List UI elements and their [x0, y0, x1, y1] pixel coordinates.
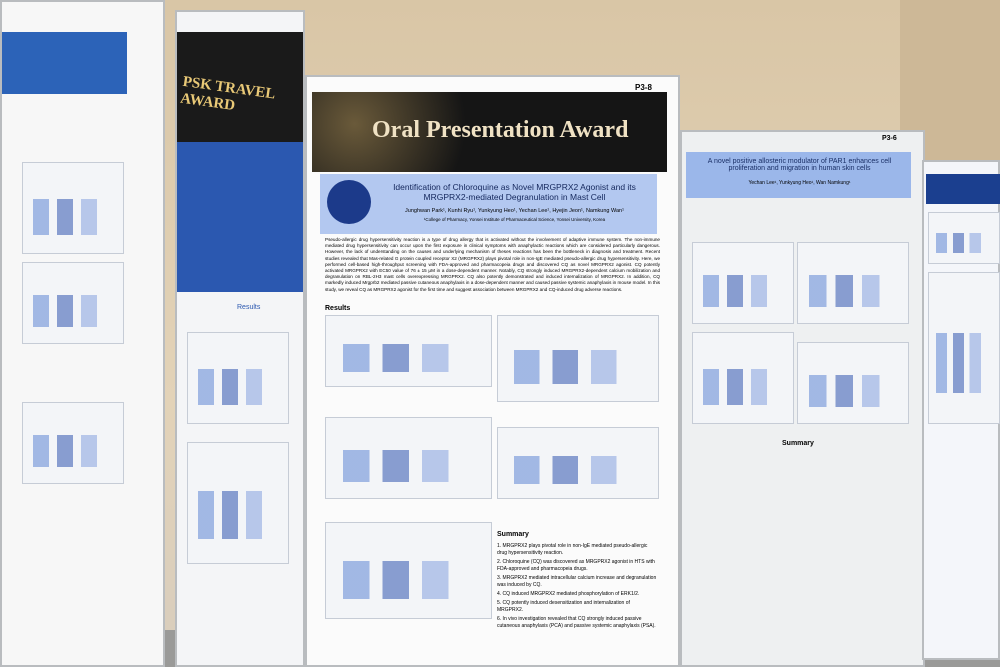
board-label: P3-6 — [882, 135, 897, 142]
figure — [692, 332, 794, 424]
figure — [325, 417, 492, 499]
poster-affiliation: ¹College of Pharmacy, Yonsei Institute o… — [423, 217, 606, 222]
title-box — [177, 142, 303, 292]
summary-heading: Summary — [782, 440, 814, 447]
figure — [22, 262, 124, 344]
center-poster: P3-8 Oral Presentation Award Identificat… — [305, 75, 680, 667]
poster-title: A novel positive allosteric modulator of… — [707, 158, 892, 172]
summary-heading: Summary — [497, 531, 529, 538]
left-poster: PSK TRAVEL AWARD Results — [175, 10, 305, 667]
figure — [497, 427, 659, 499]
summary-item: 4. CQ induced MRGPRX2 mediated phosphory… — [497, 591, 640, 597]
summary-item: 2. Chloroquine (CQ) was discovered as MR… — [497, 559, 655, 572]
summary-list: 1. MRGPRX2 plays pivotal role in non-IgE… — [497, 543, 657, 632]
title-box — [686, 152, 911, 198]
figure — [797, 342, 909, 424]
results-heading: Results — [325, 305, 351, 312]
figure — [928, 272, 1000, 424]
board-label: P3-8 — [635, 83, 652, 92]
summary-item: 5. CQ potently induced desensitization a… — [497, 600, 630, 613]
section-heading: Results — [237, 304, 261, 311]
summary-item: 3. MRGPRX2 mediated intracellular calciu… — [497, 575, 657, 588]
poster-authors: Yechan Lee¹, Yunkyung Heo¹, Wan Namkung¹ — [748, 180, 851, 186]
figure — [928, 212, 1000, 264]
far-left-poster — [0, 0, 165, 667]
far-right-poster — [922, 160, 1000, 660]
title-box — [320, 174, 657, 234]
figure — [187, 442, 289, 564]
award-banner — [312, 92, 667, 172]
award-banner — [177, 32, 303, 142]
summary-item: 1. MRGPRX2 plays pivotal role in non-IgE… — [497, 543, 648, 556]
abstract: Pseudo-allergic drug hypersensitivity re… — [325, 237, 660, 292]
right-poster: P3-6 A novel positive allosteric modulat… — [680, 130, 925, 667]
figure — [22, 402, 124, 484]
summary-item: 6. In vivo investigation revealed that C… — [497, 616, 656, 629]
poster-header — [926, 174, 1000, 204]
poster-header — [2, 32, 127, 94]
poster-authors: Junghwan Park¹, Kunhi Ryu¹, Yunkyung Heo… — [405, 208, 624, 214]
figure — [797, 242, 909, 324]
figure — [187, 332, 289, 424]
poster-title: Identification of Chloroquine as Novel M… — [393, 182, 636, 202]
figure — [325, 522, 492, 619]
figure — [325, 315, 492, 387]
university-logo — [327, 180, 371, 224]
figure — [497, 315, 659, 402]
award-text: Oral Presentation Award — [372, 117, 629, 143]
figure — [22, 162, 124, 254]
figure — [692, 242, 794, 324]
